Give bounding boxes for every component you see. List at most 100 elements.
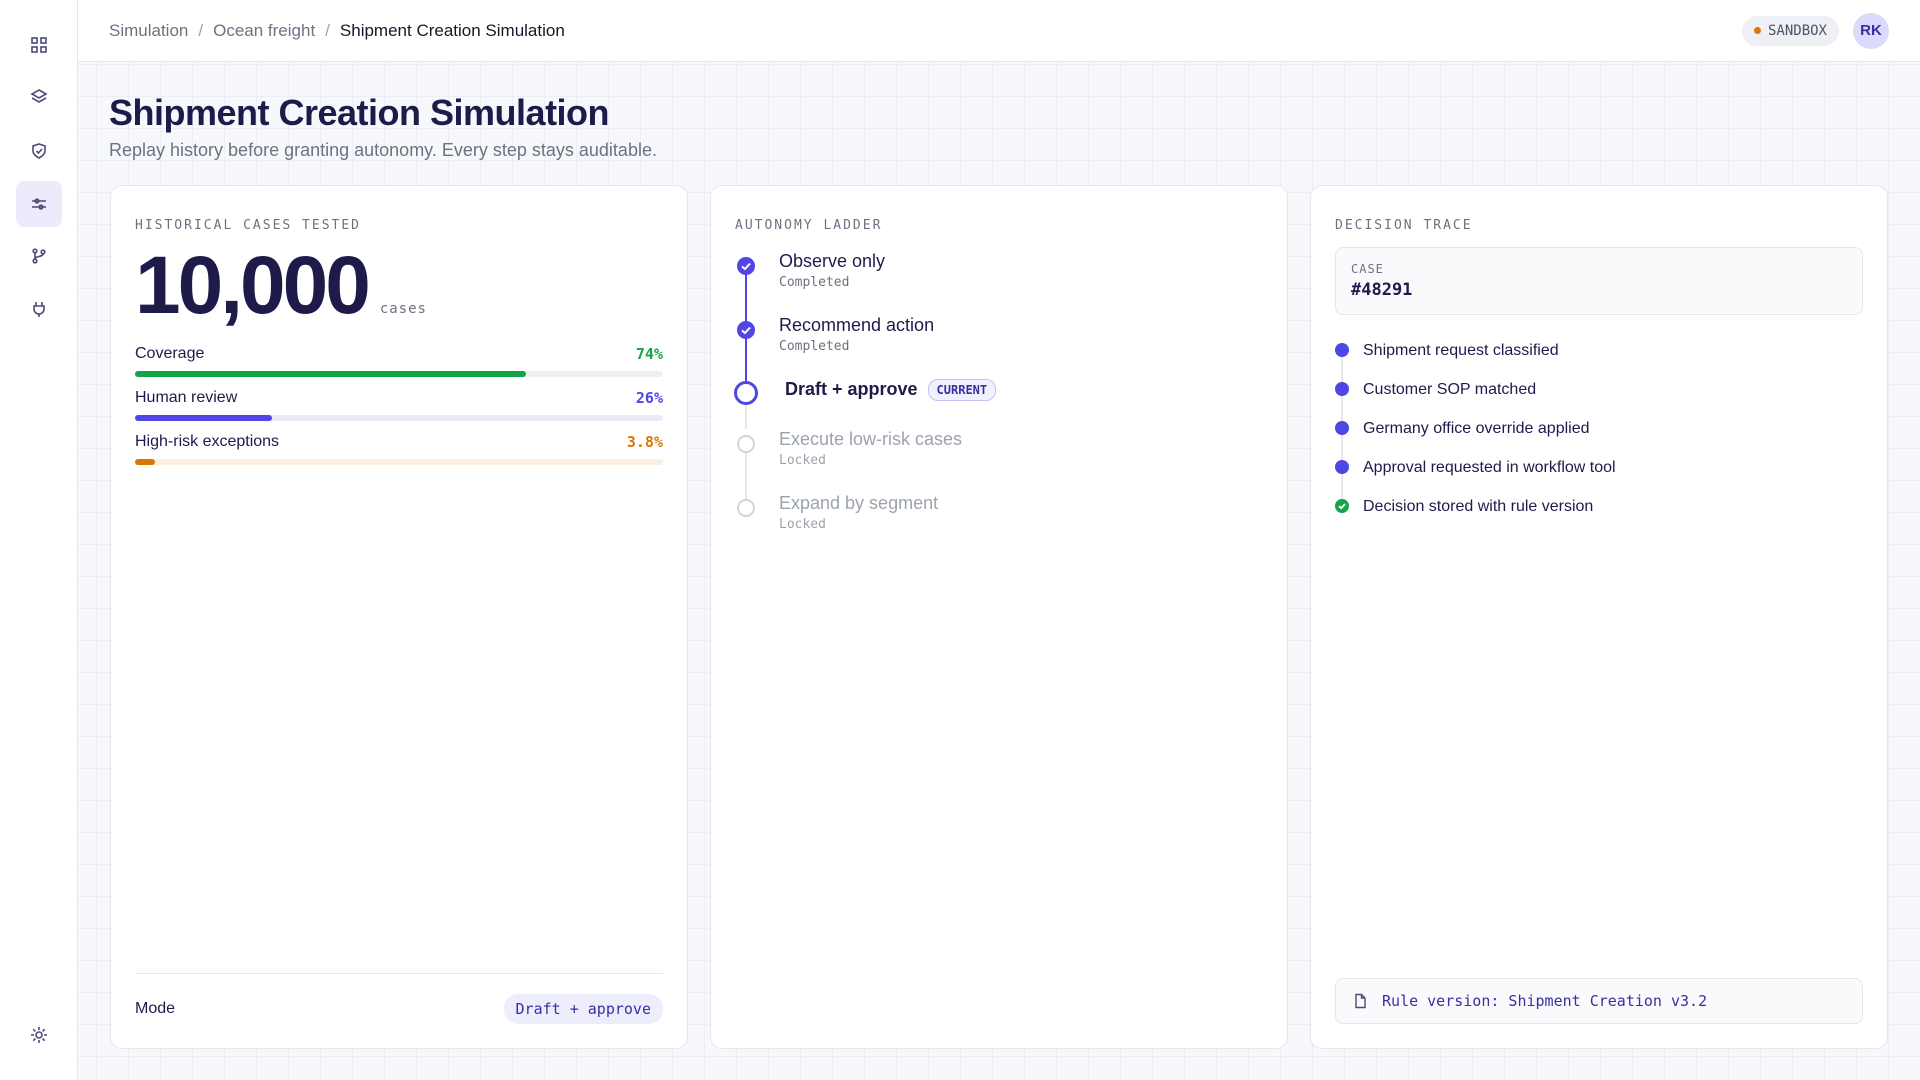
event-connector <box>1341 396 1343 422</box>
card-label: AUTONOMY LADDER <box>735 218 883 233</box>
metric-track <box>135 459 663 465</box>
cases-card: HISTORICAL CASES TESTED 10,000 cases Cove… <box>110 185 688 1049</box>
events: Shipment request classified Customer SOP … <box>1335 331 1863 526</box>
step-marker <box>737 321 755 339</box>
trace-card: DECISION TRACE CASE #48291 Shipment requ… <box>1310 185 1888 1049</box>
step-name: Recommend action <box>779 315 1263 336</box>
step-title: Recommend action <box>779 315 935 335</box>
nav-settings[interactable] <box>16 1012 62 1058</box>
env-badge: SANDBOX <box>1741 15 1839 46</box>
step-title: Observe only <box>779 251 886 271</box>
file-icon <box>1355 993 1366 1009</box>
step-name: Execute low-risk cases <box>779 429 1263 450</box>
event-text: Decision stored with rule version <box>1363 497 1594 515</box>
ladder-step: Expand by segment Locked <box>735 493 1263 557</box>
mode-label: Mode <box>135 1000 176 1017</box>
step-connector <box>745 275 747 321</box>
ladder-step: Draft + approve CURRENT <box>734 379 1263 429</box>
metric-row: High-risk exceptions 3.8% <box>135 433 663 451</box>
ladder-step: Execute low-risk cases Locked <box>735 429 1263 499</box>
top-bar: Simulation / Ocean freight / Shipment Crea… <box>78 0 1920 62</box>
step-connector <box>745 453 747 499</box>
step-marker <box>734 381 758 405</box>
step-marker <box>737 499 755 517</box>
page-title: Shipment Creation Simulation <box>109 92 610 133</box>
current-tag: CURRENT <box>927 379 997 402</box>
metric-bar <box>135 459 156 465</box>
step-marker <box>737 257 755 275</box>
step-status: Locked <box>779 453 826 468</box>
sidebar <box>0 0 78 1080</box>
trace-event: Approval requested in workflow tool <box>1335 448 1863 500</box>
event-dot <box>1335 499 1349 513</box>
event-dot <box>1335 382 1349 396</box>
metric: Human review 26% <box>135 389 663 421</box>
step-title: Execute low-risk cases <box>779 429 963 449</box>
breadcrumb[interactable]: Ocean freight <box>213 20 316 40</box>
event-dot <box>1335 343 1349 357</box>
breadcrumb[interactable]: Simulation <box>109 20 189 40</box>
step-name: Observe only <box>779 251 1263 272</box>
metric-name: High-risk exceptions <box>135 433 280 450</box>
metric: Coverage 74% <box>135 345 663 377</box>
rule-text: Rule version: Shipment Creation v3.2 <box>1382 992 1708 1010</box>
event-text: Shipment request classified <box>1363 341 1559 359</box>
card-label: HISTORICAL CASES TESTED <box>135 218 362 233</box>
nav-dashboard[interactable] <box>16 22 62 68</box>
steps: Observe only Completed Recommend action Com… <box>734 251 1263 557</box>
event-text: Germany office override applied <box>1363 419 1590 437</box>
trace-event: Customer SOP matched <box>1335 370 1863 422</box>
breadcrumb-current: Shipment Creation Simulation <box>339 20 565 40</box>
nav-layers[interactable] <box>16 74 62 120</box>
metric-value: 74% <box>635 345 663 363</box>
metric-value: 3.8% <box>626 433 663 451</box>
metric-row: Coverage 74% <box>135 345 663 363</box>
metrics: Coverage 74% Human review 26% High-risk exce… <box>135 345 663 465</box>
rule-version[interactable]: Rule version: Shipment Creation v3.2 <box>1335 978 1863 1024</box>
event-connector <box>1341 435 1343 461</box>
mode-row: Mode Draft + approve <box>135 973 663 1024</box>
metric-track <box>135 415 663 421</box>
nav-plugins[interactable] <box>16 286 62 332</box>
metric-name: Human review <box>135 389 238 406</box>
step-status: Locked <box>779 517 826 532</box>
page-subtitle: Replay history before granting autonomy.… <box>109 140 657 160</box>
ladder-step: Recommend action Completed <box>735 315 1263 385</box>
badge-text: SANDBOX <box>1767 22 1827 39</box>
trace-event: Germany office override applied <box>1335 409 1863 461</box>
separator: / <box>325 20 330 40</box>
case-box: CASE #48291 <box>1335 247 1863 315</box>
metric: High-risk exceptions 3.8% <box>135 433 663 465</box>
step-title: Expand by segment <box>779 493 939 513</box>
nav-shield[interactable] <box>16 128 62 174</box>
step-marker <box>737 435 755 453</box>
case-id: #48291 <box>1351 280 1413 300</box>
metric-row: Human review 26% <box>135 389 663 407</box>
event-text: Approval requested in workflow tool <box>1363 458 1616 476</box>
ladder-step: Observe only Completed <box>735 251 1263 321</box>
event-dot <box>1335 460 1349 474</box>
metric-value: 26% <box>635 389 663 407</box>
step-connector <box>745 339 747 385</box>
avatar[interactable]: RK <box>1853 12 1889 49</box>
metric-track <box>135 371 663 377</box>
trace-event: Shipment request classified <box>1335 331 1863 383</box>
metric-bar <box>135 371 526 377</box>
count-unit: cases <box>379 301 427 317</box>
step-status: Completed <box>779 275 850 290</box>
count-value: 10,000 <box>135 240 371 331</box>
step-connector <box>745 405 747 429</box>
event-connector <box>1341 474 1343 500</box>
step-name: Draft + approve CURRENT <box>779 379 1263 402</box>
trace-event: Decision stored with rule version <box>1335 487 1863 526</box>
case-label: CASE <box>1351 262 1384 276</box>
mode-pill: Draft + approve <box>503 994 663 1024</box>
event-text: Customer SOP matched <box>1363 380 1537 398</box>
ladder-card: AUTONOMY LADDER Observe only Completed Rec… <box>710 185 1288 1049</box>
nav-branches[interactable] <box>16 233 62 279</box>
step-status: Completed <box>779 339 850 354</box>
nav-simulation[interactable] <box>16 181 62 227</box>
separator: / <box>198 20 204 40</box>
metric-bar <box>135 415 273 421</box>
